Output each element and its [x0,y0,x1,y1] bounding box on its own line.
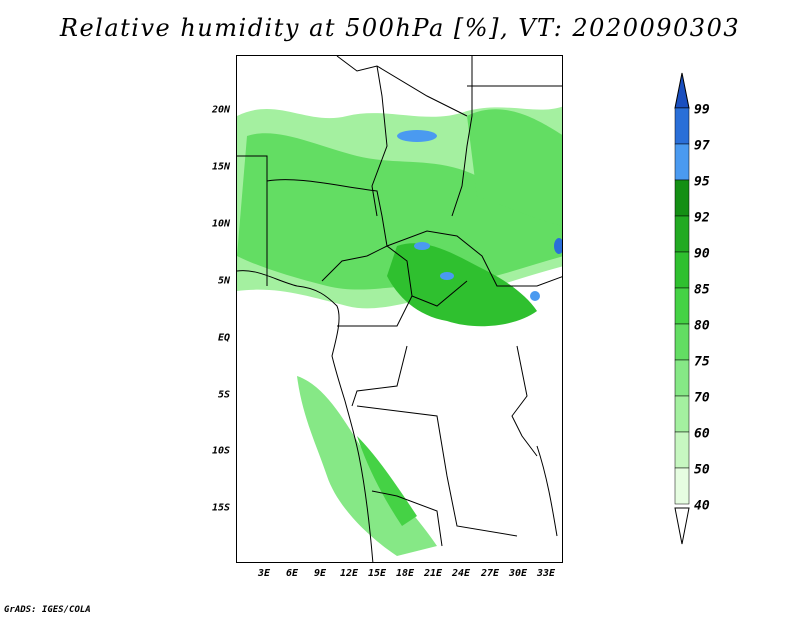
colorbar-label-80: 80 [694,318,710,334]
colorbar-bin-80-85 [674,287,690,325]
humidity-map [237,56,562,562]
colorbar-bin-95-97 [674,143,690,181]
lon-label-27e: 27E [480,568,500,579]
lat-label-10s: 10S [211,445,230,457]
colorbar-label-97: 97 [694,138,710,154]
colorbar-top-triangle [674,72,690,109]
humidity-peak-3 [440,272,454,280]
colorbar-label-95: 95 [694,174,710,190]
humidity-patch-ne [467,109,562,226]
lon-label-3e: 3E [257,568,271,579]
colorbar [674,72,690,545]
border-12 [237,155,268,286]
credit-text: GrADS: IGES/COLA [4,605,91,615]
colorbar-bin-90-92 [674,215,690,253]
border-7 [321,255,368,282]
lat-label-5s: 5S [217,389,230,401]
border-5 [386,230,562,287]
border-15 [371,490,443,547]
lon-label-15e: 15E [367,568,387,579]
coastline-borders [237,56,562,562]
colorbar-bin-50-60 [674,431,690,469]
coastline [237,270,374,562]
lat-label-5n: 5N [217,275,230,287]
lat-label-15n: 15N [211,161,230,173]
colorbar-bin-75-80 [674,323,690,361]
humidity-band-north-inner [237,133,562,290]
colorbar-label-75: 75 [694,354,710,370]
lat-label-eq: EQ [217,332,230,344]
colorbar-label-70: 70 [694,390,710,406]
border-3 [451,56,473,217]
border-9 [351,345,408,407]
colorbar-bin-70-75 [674,359,690,397]
colorbar-bin-60-70 [674,395,690,433]
lon-label-24e: 24E [451,568,471,579]
humidity-peak-1 [397,130,437,142]
humidity-peak-4 [530,291,540,301]
colorbar-label-99: 99 [694,102,710,118]
humidity-peak-5 [554,238,562,254]
colorbar-label-85: 85 [694,282,710,298]
map-panel [236,55,563,563]
lon-label-9e: 9E [313,568,327,579]
lon-label-21e: 21E [423,568,443,579]
colorbar-label-90: 90 [694,246,710,262]
humidity-shading [237,106,562,556]
lat-label-15s: 15S [211,502,230,514]
colorbar-bin-97-99 [674,107,690,145]
border-1 [371,65,388,217]
border-14 [536,445,558,537]
colorbar-bottom-triangle [674,507,690,545]
colorbar-label-92: 92 [694,210,710,226]
humidity-band-south-inner [357,436,417,526]
colorbar-label-50: 50 [694,462,710,478]
lon-label-33e: 33E [536,568,556,579]
border-2 [336,56,468,117]
lon-label-6e: 6E [285,568,299,579]
humidity-band-south [297,376,437,556]
chart-title: Relative humidity at 500hPa [%], VT: 202… [59,14,741,42]
colorbar-bin-85-90 [674,251,690,289]
colorbar-label-60: 60 [694,426,710,442]
border-4 [266,179,388,247]
colorbar-bin-40-50 [674,467,690,505]
border-8 [337,295,413,327]
lat-label-20n: 20N [211,104,230,116]
lat-label-10n: 10N [211,218,230,230]
humidity-peak-2 [414,242,430,250]
border-11 [511,345,538,457]
border-6 [366,245,468,307]
colorbar-label-40: 40 [694,498,710,514]
border-10 [356,405,518,537]
lon-label-18e: 18E [395,568,415,579]
lon-label-30e: 30E [508,568,528,579]
lon-label-12e: 12E [339,568,359,579]
colorbar-bin-92-95 [674,179,690,217]
